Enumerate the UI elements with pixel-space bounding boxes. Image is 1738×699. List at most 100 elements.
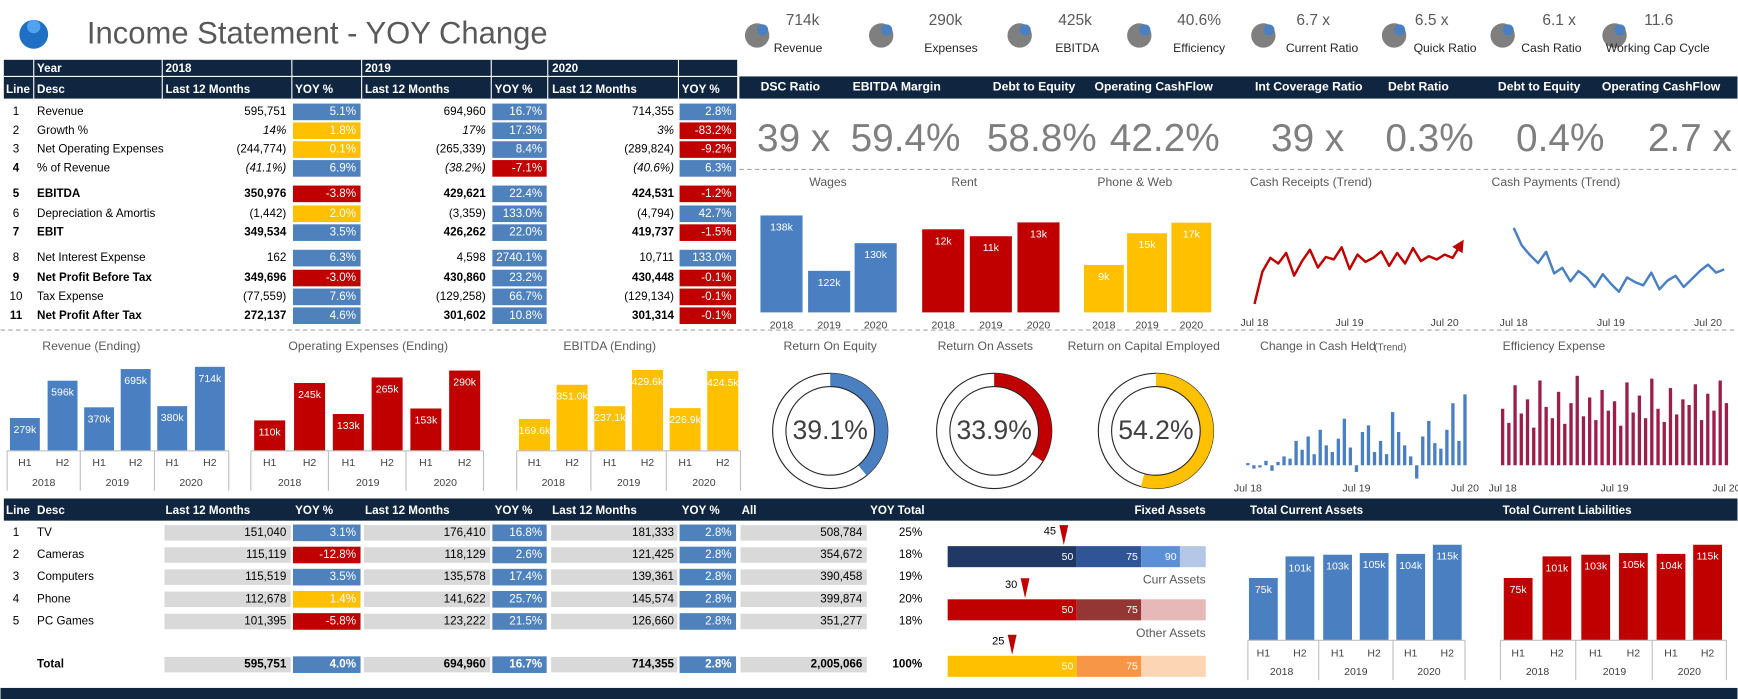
gauge-value: 39.1% <box>793 415 868 445</box>
x-tick-label: H1 <box>263 457 277 469</box>
metric-value: 59.4% <box>851 117 961 160</box>
footer-band <box>0 687 1738 699</box>
amount: (3,359) <box>449 207 486 220</box>
x-tick-label: Jul 18 <box>1489 482 1517 494</box>
amount: 18% <box>899 548 922 561</box>
amount: 424,531 <box>632 187 675 200</box>
bar <box>1248 577 1278 641</box>
yoy-cell <box>292 568 361 586</box>
yoy-cell <box>492 249 547 267</box>
yoy-value: 2.8% <box>705 615 732 628</box>
amount: 430,860 <box>444 271 486 284</box>
data-bar <box>740 591 867 608</box>
kpi-label: Efficiency <box>1173 41 1226 55</box>
group-label: 2020 <box>692 477 716 489</box>
bar-value-label: 153k <box>414 414 438 426</box>
amount: 145,574 <box>632 592 675 605</box>
yoy-value: 4.6% <box>330 309 356 322</box>
table-header-band <box>3 59 738 99</box>
amount: 426,262 <box>444 226 486 239</box>
bar-value-label: 103k <box>1326 561 1350 573</box>
metric-label: Operating CashFlow <box>1602 80 1721 94</box>
x-tick-label: 2018 <box>770 319 794 331</box>
row-desc: Phone <box>37 592 71 605</box>
yoy-value: 2740.1% <box>496 251 542 264</box>
amount: 399,874 <box>820 592 863 605</box>
bar-value-label: 12k <box>935 235 953 247</box>
x-tick-label: H2 <box>1550 647 1564 659</box>
bar-value-label: 103k <box>1584 561 1608 573</box>
bar <box>1421 436 1425 466</box>
table-header: 2020 <box>552 62 578 75</box>
yoy-value: 2.8% <box>705 526 732 539</box>
x-tick-label: H1 <box>18 457 32 469</box>
group-label: 2018 <box>542 477 566 489</box>
x-tick-label: H1 <box>92 457 106 469</box>
data-bar <box>740 525 867 541</box>
yoy-value: 3.5% <box>330 570 356 583</box>
bar <box>1330 451 1334 466</box>
amount: 349,696 <box>244 271 287 284</box>
bar-value-label: 105k <box>1622 559 1646 571</box>
yoy-cell <box>292 269 361 287</box>
bar-value-label: 169.6k <box>519 425 551 437</box>
x-tick-label: 2020 <box>1180 319 1204 331</box>
bar <box>1532 427 1536 466</box>
bar <box>1463 394 1467 466</box>
bullet-band <box>947 655 1077 677</box>
bar <box>1285 556 1315 641</box>
data-bar <box>551 547 678 563</box>
bar <box>410 408 442 451</box>
x-tick-label: H1 <box>678 457 692 469</box>
data-bar <box>551 591 678 608</box>
chart-title: Cash Payments (Trend) <box>1492 175 1621 189</box>
bar <box>1519 413 1523 466</box>
x-tick-label: Jul 20 <box>1694 317 1722 329</box>
yoy-cell <box>292 103 361 121</box>
amount: 694,960 <box>444 658 486 671</box>
chart-subtitle: (Trend) <box>1374 342 1406 353</box>
amount: 162 <box>267 251 286 264</box>
yoy-value: -1.5% <box>701 226 731 239</box>
data-bar <box>740 613 867 630</box>
yoy-value: 25.7% <box>509 592 542 605</box>
bar <box>1538 380 1542 466</box>
bar <box>1650 378 1654 466</box>
kpi-label: Expenses <box>924 41 977 55</box>
data-bar <box>740 656 867 673</box>
row-desc: Cameras <box>37 548 84 561</box>
bar <box>1550 418 1555 466</box>
line-number: 2 <box>13 548 19 561</box>
yoy-cell <box>492 524 547 542</box>
kpi-icon-accent <box>1614 24 1626 36</box>
bar-value-label: 122k <box>818 277 842 289</box>
bullet-band <box>1141 546 1180 568</box>
bar <box>1360 432 1365 466</box>
gauge-hole <box>949 386 1040 476</box>
yoy-cell <box>679 269 737 287</box>
kpi-icon-accent <box>1394 24 1406 36</box>
bar <box>1575 375 1579 466</box>
bar <box>1083 264 1124 313</box>
line-number: 1 <box>13 105 19 118</box>
data-bar <box>164 656 291 673</box>
kpi-label: Revenue <box>774 41 823 55</box>
bar <box>1656 408 1660 466</box>
yoy-value: 0.1% <box>330 143 356 156</box>
yoy-cell <box>492 122 547 140</box>
amount: 272,137 <box>244 309 286 322</box>
bar <box>1556 391 1561 466</box>
yoy-cell <box>492 224 547 241</box>
table-header: Desc <box>37 504 65 517</box>
yoy-value: 1.4% <box>330 592 356 605</box>
amount: (40.6%) <box>633 161 674 174</box>
chart-title: Cash Receipts (Trend) <box>1250 175 1372 189</box>
data-bar <box>363 525 491 541</box>
kpi-icon-accent <box>1502 24 1514 36</box>
amount: 419,737 <box>632 226 674 239</box>
x-tick-label: H2 <box>641 457 655 469</box>
kpi-value: 290k <box>929 12 963 29</box>
bar <box>1276 461 1280 466</box>
kpi-label: Working Cap Cycle <box>1606 41 1710 55</box>
